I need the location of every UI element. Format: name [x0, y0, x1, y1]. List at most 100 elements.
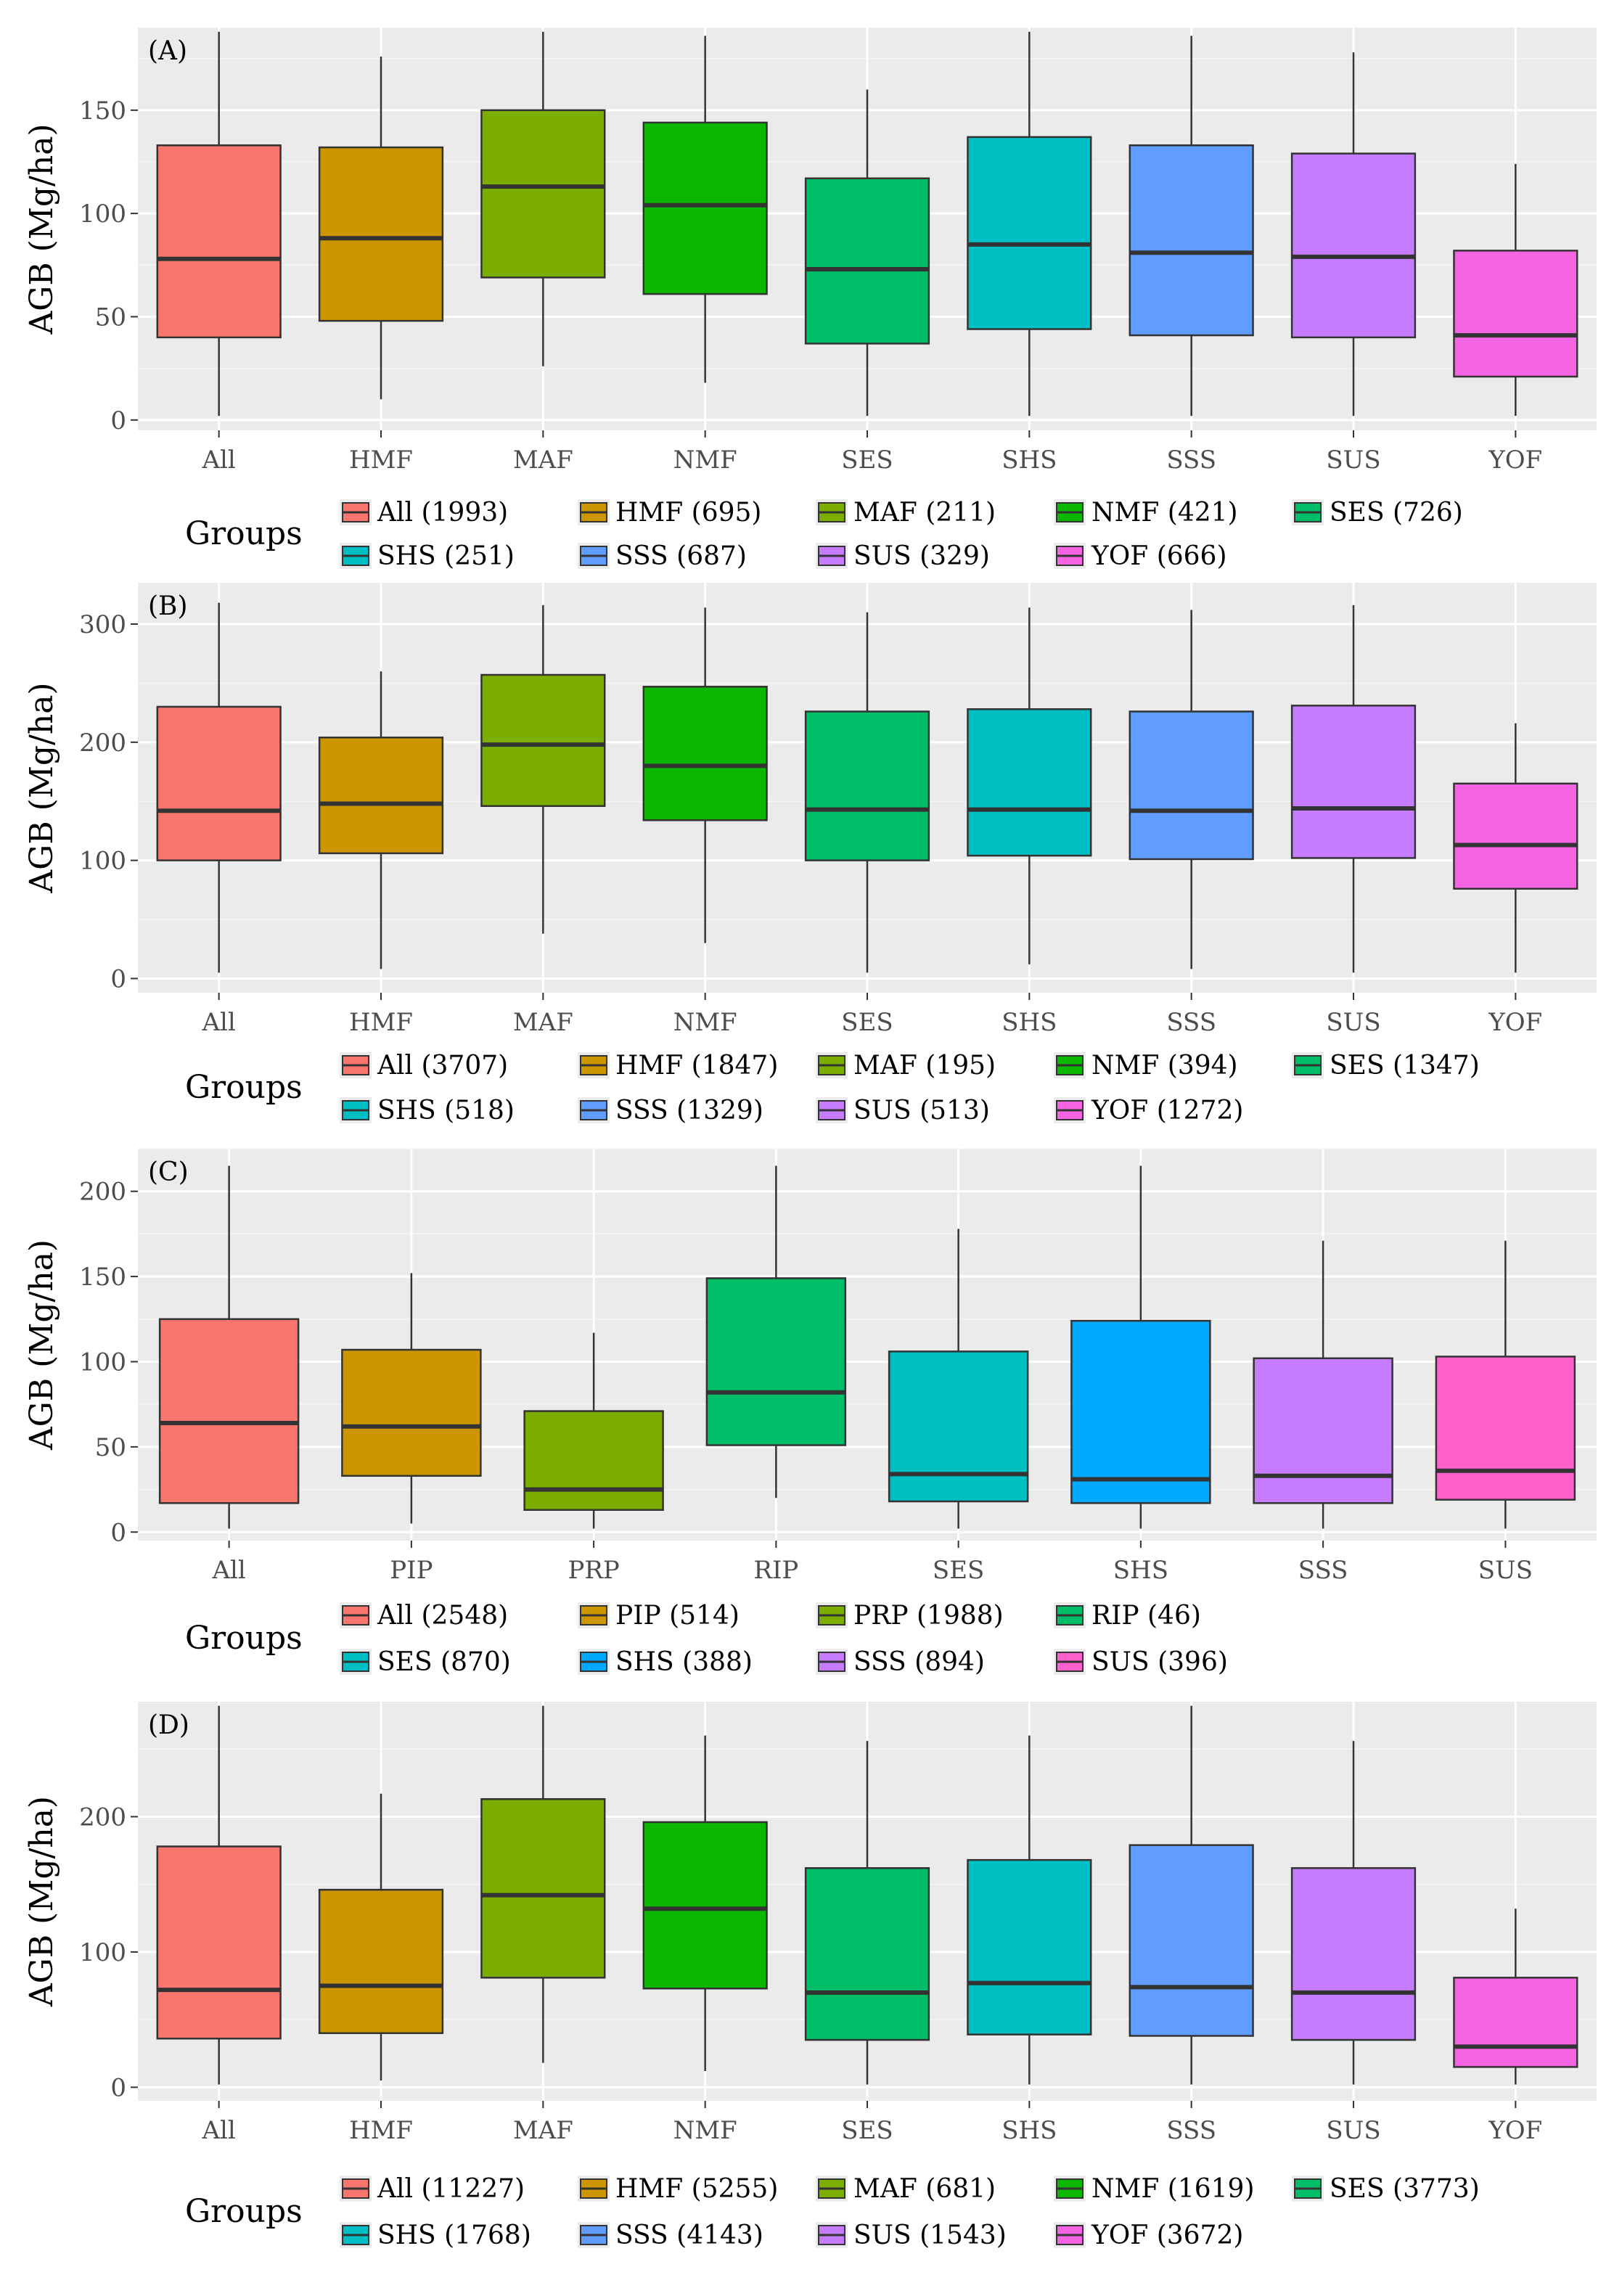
- legend-label: SSS (1329): [615, 1096, 763, 1126]
- legend-item: PRP (1988): [816, 1601, 1004, 1631]
- iqr-box: [1453, 250, 1578, 378]
- legend-label: SHS (388): [615, 1647, 753, 1677]
- legend-label: All (3707): [377, 1051, 508, 1081]
- legend-title: Groups: [185, 515, 303, 552]
- legend-label: All (2548): [377, 1601, 508, 1631]
- legend-title: Groups: [185, 2193, 303, 2230]
- iqr-box: [1129, 144, 1254, 337]
- y-tick-label: 0: [110, 2073, 126, 2102]
- legend-item: All (1993): [340, 498, 508, 528]
- legend-item: SUS (329): [816, 541, 990, 571]
- box-sus: [1290, 1741, 1417, 2085]
- legend-label: SSS (4143): [615, 2221, 763, 2250]
- iqr-box: [1435, 1356, 1576, 1501]
- x-tick-label: SES: [841, 1008, 893, 1037]
- x-tick-label: MAF: [513, 446, 573, 475]
- legend-item: SUS (513): [816, 1096, 990, 1126]
- y-tick-label: 100: [79, 847, 126, 876]
- iqr-box: [888, 1350, 1029, 1503]
- iqr-box: [1453, 1977, 1578, 2068]
- panel-tag: (C): [148, 1157, 189, 1187]
- legend-label: YOF (1272): [1091, 1096, 1243, 1126]
- x-tick-label: All: [202, 1008, 236, 1037]
- x-tick-label: SSS: [1166, 1008, 1216, 1037]
- legend-item: HMF (5255): [578, 2174, 778, 2204]
- iqr-box: [642, 121, 768, 295]
- legend-label: SUS (513): [853, 1096, 990, 1126]
- y-tick-label: 200: [79, 729, 126, 758]
- iqr-box: [1290, 705, 1417, 859]
- legend-label: SES (3773): [1330, 2174, 1480, 2204]
- legend-label: SUS (329): [853, 541, 990, 571]
- x-tick-label: SUS: [1326, 446, 1380, 475]
- legend-item: NMF (421): [1054, 498, 1238, 528]
- box-yof: [1453, 163, 1578, 417]
- box-maf: [480, 604, 606, 934]
- legend-label: NMF (1619): [1091, 2174, 1255, 2204]
- y-tick-label: 200: [79, 1178, 126, 1207]
- x-tick-label: PIP: [390, 1556, 433, 1585]
- x-tick-label: NMF: [673, 2116, 737, 2145]
- iqr-box: [156, 144, 282, 339]
- y-tick-label: 200: [79, 1803, 126, 1832]
- legend-label: MAF (681): [853, 2174, 996, 2204]
- box-sus: [1290, 604, 1417, 973]
- legend-item: MAF (681): [816, 2174, 996, 2204]
- legend: Groups All (1993) HMF (695) MAF (211) NMF (4…: [185, 498, 1463, 571]
- box-shs: [967, 607, 1092, 964]
- legend-item: All (3707): [340, 1051, 508, 1081]
- panel-3: 0 50 100 150 200 AGB (Mg/ha) (C) All PIP PRP RIP SE…: [23, 1148, 1597, 1677]
- y-tick-label: 0: [110, 406, 126, 435]
- y-tick-label: 0: [110, 964, 126, 993]
- iqr-box: [523, 1410, 664, 1511]
- x-tick-label: RIP: [753, 1556, 798, 1585]
- box-shs: [1070, 1165, 1211, 1529]
- x-tick-label: HMF: [349, 1008, 413, 1037]
- iqr-box: [318, 1888, 444, 2035]
- legend-item: PIP (514): [578, 1601, 740, 1631]
- legend-item: All (11227): [340, 2174, 525, 2204]
- x-tick-label: SSS: [1298, 1556, 1348, 1585]
- legend-label: NMF (394): [1091, 1051, 1238, 1081]
- legend-item: SUS (396): [1054, 1647, 1228, 1677]
- iqr-box: [967, 708, 1092, 857]
- legend-label: SHS (518): [377, 1096, 515, 1126]
- legend-item: SSS (1329): [578, 1096, 763, 1126]
- iqr-box: [1290, 152, 1417, 339]
- box-sus: [1435, 1240, 1576, 1529]
- legend-label: SHS (1768): [377, 2221, 531, 2250]
- panel-1: 0 50 100 150 AGB (Mg/ha) (A) All HMF MAF NMF SES SH…: [23, 28, 1597, 571]
- legend-label: PRP (1988): [853, 1601, 1004, 1631]
- legend-item: RIP (46): [1054, 1601, 1201, 1631]
- box-yof: [1453, 1908, 1578, 2085]
- legend-label: MAF (195): [853, 1051, 996, 1081]
- box-ses: [804, 89, 930, 417]
- panel-tag: (B): [148, 591, 188, 621]
- box-all: [158, 1165, 300, 1529]
- iqr-box: [1129, 710, 1254, 861]
- legend-label: MAF (211): [853, 498, 996, 528]
- box-nmf: [642, 1735, 768, 2071]
- y-tick-label: 150: [79, 97, 126, 126]
- legend: Groups All (2548) PIP (514) PRP (1988) RIP (…: [185, 1601, 1228, 1677]
- iqr-box: [156, 1845, 282, 2040]
- iqr-box: [642, 1821, 768, 1990]
- y-axis-title: AGB (Mg/ha): [23, 123, 60, 335]
- x-tick-label: SHS: [1113, 1556, 1168, 1585]
- x-tick-label: SUS: [1326, 1008, 1380, 1037]
- iqr-box: [318, 737, 444, 855]
- x-tick-label: YOF: [1488, 2116, 1542, 2145]
- x-tick-label: YOF: [1488, 446, 1542, 475]
- iqr-box: [1070, 1319, 1211, 1504]
- box-shs: [967, 31, 1092, 417]
- legend-title: Groups: [185, 1620, 303, 1657]
- iqr-box: [804, 1867, 930, 2041]
- x-tick-label: MAF: [513, 2116, 573, 2145]
- legend-item: SSS (4143): [578, 2221, 763, 2250]
- legend-label: HMF (695): [615, 498, 761, 528]
- box-all: [156, 31, 282, 417]
- legend-label: NMF (421): [1091, 498, 1238, 528]
- x-tick-label: HMF: [349, 2116, 413, 2145]
- legend-item: SSS (687): [578, 541, 747, 571]
- panel-4: 0 100 200 AGB (Mg/ha) (D) All HMF MAF NMF SES SHS S…: [23, 1702, 1597, 2250]
